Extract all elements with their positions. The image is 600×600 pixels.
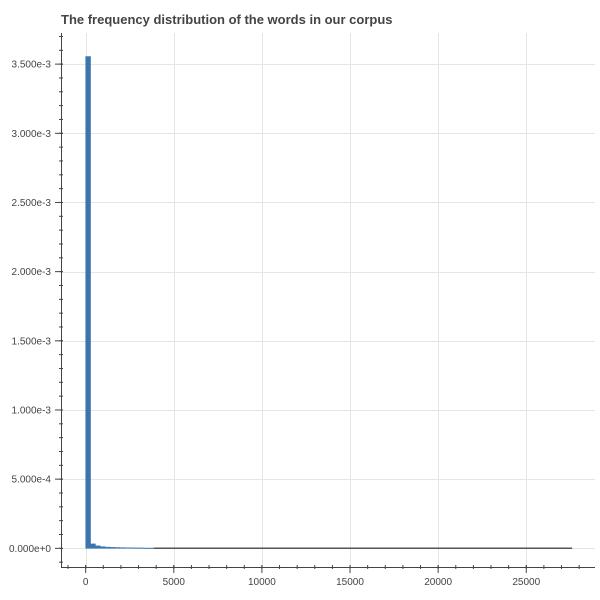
histogram-bar <box>114 547 120 549</box>
y-tick-label: 1.000e-3 <box>12 405 52 416</box>
histogram-bar <box>104 546 111 549</box>
bars <box>85 56 573 550</box>
y-tick-label: 5.000e-4 <box>12 475 52 486</box>
histogram-bar <box>119 547 125 549</box>
y-tick-label: 3.500e-3 <box>12 60 52 71</box>
histogram-bar <box>148 547 155 549</box>
histogram-bar <box>138 547 145 549</box>
x-tick-label: 25000 <box>512 577 540 588</box>
histogram-bar <box>143 547 150 549</box>
x-tick-label: 10000 <box>248 577 276 588</box>
x-tick-label: 5000 <box>163 577 186 588</box>
y-tick-label: 0.000e+0 <box>9 544 51 555</box>
histogram-bar <box>90 543 96 549</box>
histogram-bar <box>124 547 130 549</box>
x-tick-label: 15000 <box>336 577 364 588</box>
axes: 0.000e+0 5.000e-4 1.000e-3 1.500e-3 2.000e-3… <box>9 33 595 588</box>
histogram-bar <box>129 547 135 549</box>
grid <box>61 33 595 567</box>
y-tick-label: 1.500e-3 <box>12 336 52 347</box>
histogram-bar <box>85 56 91 549</box>
x-tick-label: 20000 <box>424 577 452 588</box>
histogram-bar <box>100 546 106 549</box>
y-tick-label: 3.000e-3 <box>12 129 52 140</box>
y-tick-label: 2.500e-3 <box>12 198 52 209</box>
chart-title: The frequency distribution of the words … <box>61 12 393 27</box>
y-tick-label: 2.000e-3 <box>12 267 52 278</box>
histogram-bar <box>95 545 101 549</box>
histogram-bar <box>134 547 140 549</box>
x-tick-label: 0 <box>83 577 89 588</box>
histogram-bar <box>109 547 116 549</box>
